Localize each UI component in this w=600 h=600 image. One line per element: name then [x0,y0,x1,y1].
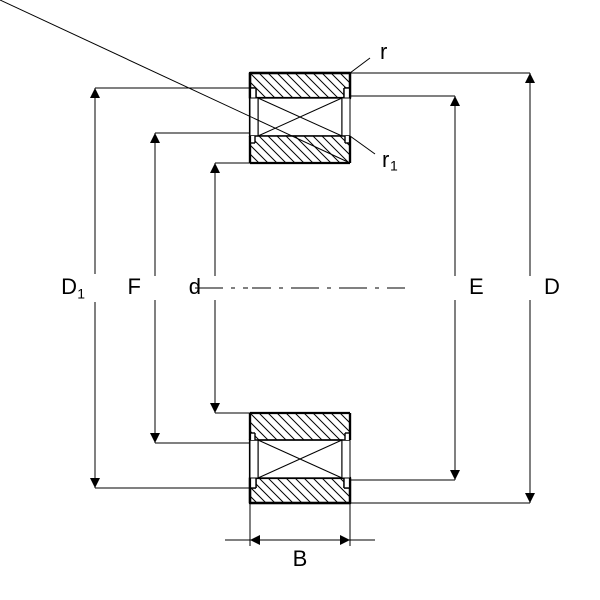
svg-text:D: D [61,274,77,299]
svg-text:r: r [380,39,387,64]
svg-text:r: r [382,147,389,172]
svg-text:E: E [469,274,484,299]
svg-text:1: 1 [77,286,85,302]
svg-text:D: D [544,274,560,299]
svg-text:B: B [293,546,308,571]
svg-text:F: F [128,274,141,299]
svg-text:1: 1 [390,158,398,174]
svg-text:d: d [189,274,201,299]
